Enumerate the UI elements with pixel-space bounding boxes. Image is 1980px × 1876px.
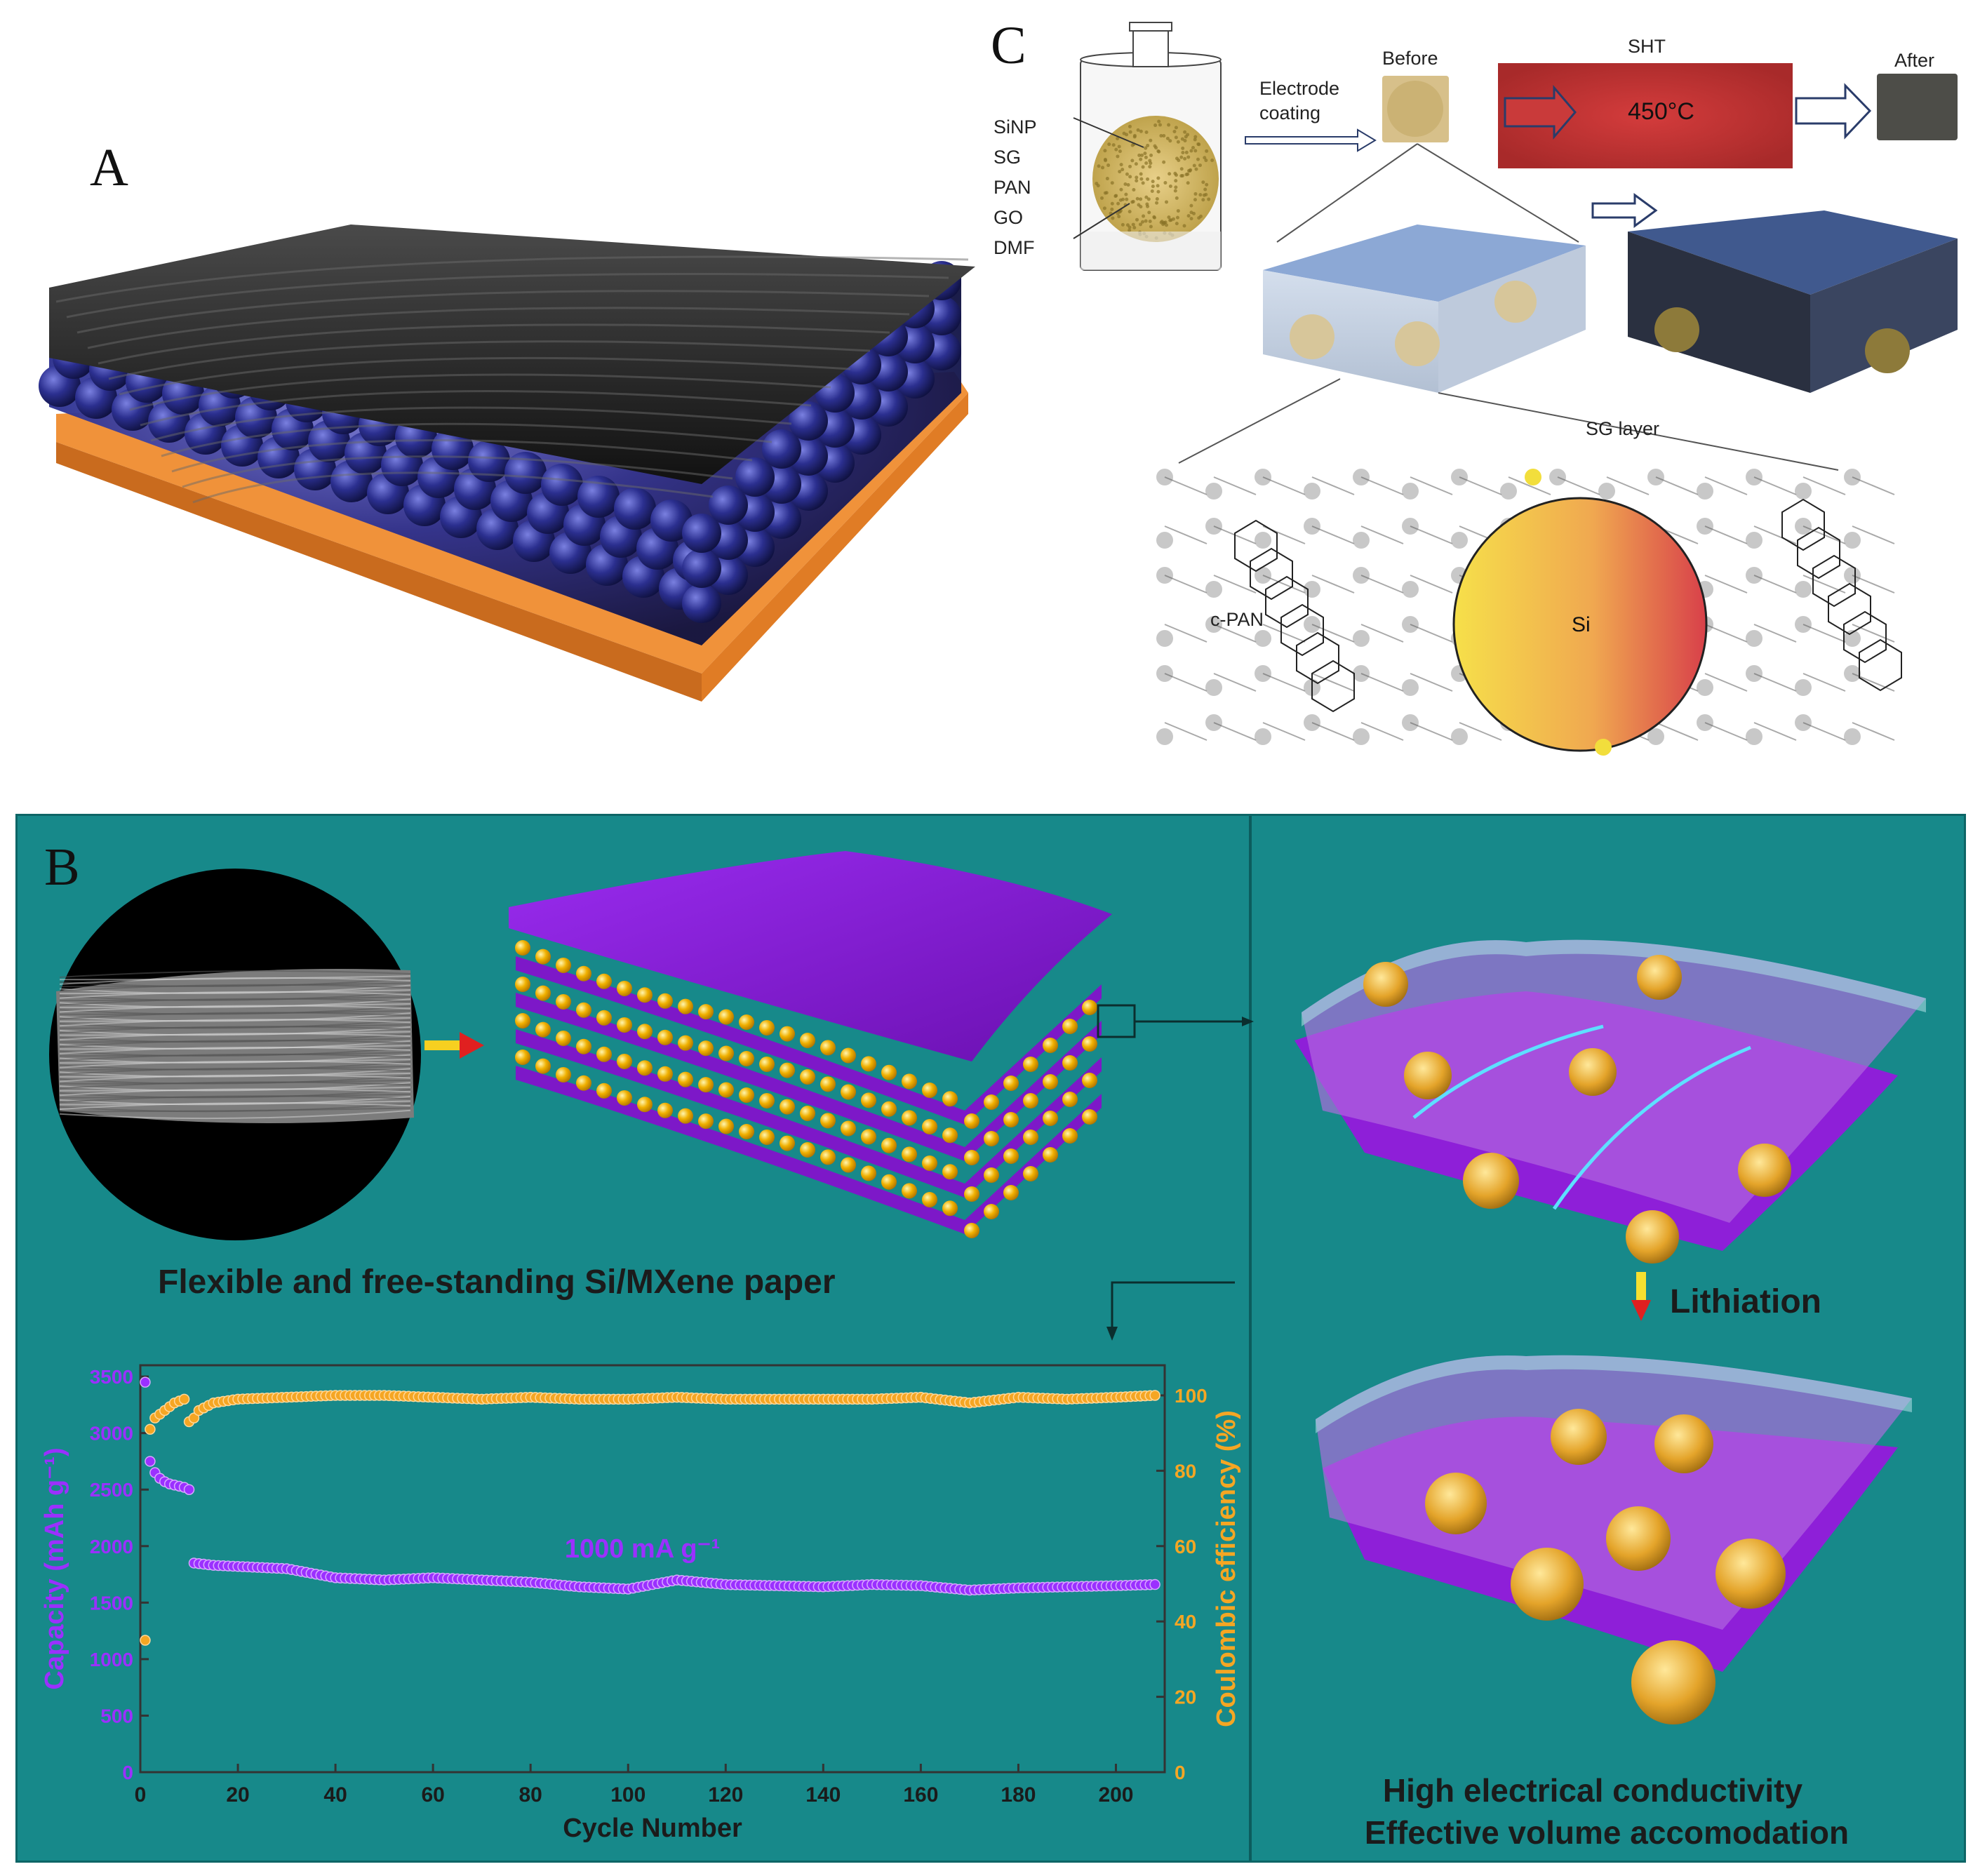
label-pan: PAN [994,177,1031,198]
y-left-tick-label: 0 [122,1762,133,1783]
label-lithiation: Lithiation [1670,1283,1821,1320]
y-right-tick-label: 80 [1175,1460,1196,1482]
sem-image [49,869,421,1240]
x-tick-label: 40 [323,1783,347,1807]
x-tick-label: 0 [135,1783,147,1807]
electrode-label-line2: coating [1259,102,1320,123]
sheet-after-lithiation [1316,1355,1912,1724]
label-sg-layer: SG layer [1586,418,1659,439]
capacity-point [1150,1580,1160,1590]
label-before: Before [1382,48,1438,69]
panel-b: B [15,814,1966,1863]
si-mxene-paper [509,851,1112,1238]
after-disk [1877,74,1958,140]
y-left-tick-label: 1500 [90,1592,133,1614]
label-si: Si [1572,613,1591,636]
y-left-tick-label: 1000 [90,1649,133,1670]
y-left-tick-label: 500 [100,1705,133,1727]
capacity-point [185,1485,194,1494]
arrow-sem-to-paper [424,1032,484,1059]
x-tick-label: 200 [1098,1783,1133,1807]
y-axis-left-label: Capacity (mAh g⁻¹) [40,1447,69,1689]
ce-point [180,1394,189,1404]
label-sinp: SiNP [994,116,1037,138]
x-axis-label: Cycle Number [563,1814,742,1843]
label-after: After [1894,50,1934,71]
y-left-tick-label: 2500 [90,1479,133,1501]
beaker [1073,22,1221,270]
x-tick-label: 140 [805,1783,841,1807]
ce-point [145,1424,155,1434]
after-layer-block [1628,210,1958,393]
lithiation-arrow [1631,1272,1651,1321]
panel-b-illustration: Flexible and free-standing Si/MXene pape… [18,816,1966,1863]
y-right-tick-label: 100 [1175,1385,1208,1407]
ce-point [1150,1391,1160,1400]
caption-si-mxene: Flexible and free-standing Si/MXene pape… [158,1264,836,1301]
x-tick-label: 60 [421,1783,444,1807]
arrow-after [1796,86,1870,137]
ce-point [140,1635,150,1645]
arrow-coating [1245,130,1375,151]
x-tick-label: 80 [519,1783,542,1807]
navy-sphere [541,464,583,506]
sheet-before-lithiation [1295,940,1926,1264]
x-tick-label: 180 [1001,1783,1036,1807]
arrow-transform [1593,195,1656,226]
electrode-label-line1: Electrode [1259,78,1339,99]
x-tick-label: 20 [226,1783,249,1807]
label-dmf: DMF [994,237,1034,258]
panel-a-illustration [0,182,996,884]
label-c-pan: c-PAN [1210,609,1264,630]
x-tick-label: 100 [610,1783,645,1807]
capacity-point [145,1456,155,1466]
y-left-tick-label: 3000 [90,1423,133,1445]
y-axis-right-label: Coulombic efficiency (%) [1212,1410,1241,1727]
y-right-tick-label: 60 [1175,1536,1196,1557]
mixture-labels: SiNP SG PAN GO DMF [994,116,1037,258]
y-right-tick-label: 40 [1175,1611,1196,1633]
navy-sphere [614,488,656,530]
label-sg: SG [994,147,1021,168]
x-tick-label: 160 [903,1783,938,1807]
panel-c-illustration: SiNP SG PAN GO DMF Electrode coating Bef… [982,0,1965,793]
series-coulombic-efficiency [140,1391,1160,1645]
mixture-solution [1092,116,1219,242]
y-left-tick-label: 2000 [90,1536,133,1557]
x-axis-ticks: 0 20 40 60 80 100 120 140 160 180 200 [135,1764,1134,1807]
label-sht: SHT [1628,36,1666,57]
y-left-tick-label: 3500 [90,1366,133,1388]
x-tick-label: 120 [708,1783,743,1807]
before-layer-block [1263,225,1586,393]
label-conductivity: High electrical conductivity [1383,1772,1803,1809]
y-right-tick-label: 20 [1175,1687,1196,1708]
y-right-tick-label: 0 [1175,1762,1186,1783]
zoom-box [1098,1005,1135,1037]
label-go: GO [994,207,1023,228]
capacity-chart: 0 20 40 60 80 100 120 140 160 180 200 050010001500… [40,1365,1241,1843]
si-molecular-model: Si [1156,469,1901,756]
current-density-annotation: 1000 mA g⁻¹ [565,1534,720,1564]
label-volume: Effective volume accomodation [1365,1814,1849,1851]
capacity-point [140,1377,150,1387]
label-temperature: 450°C [1628,98,1694,125]
